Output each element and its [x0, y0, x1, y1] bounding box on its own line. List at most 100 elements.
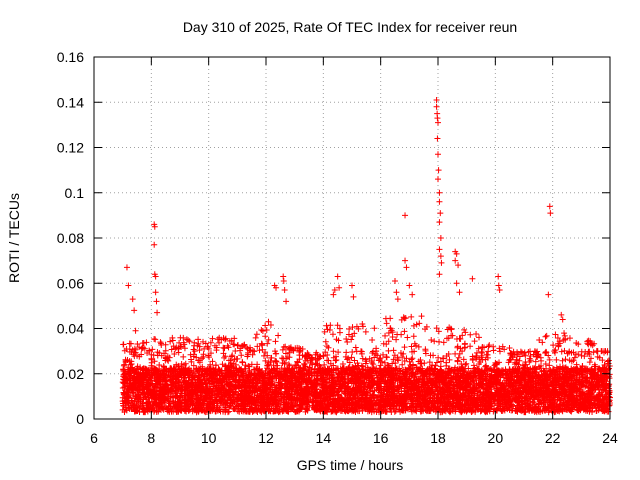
data-point	[151, 358, 158, 365]
data-point	[179, 368, 186, 375]
data-point	[161, 394, 168, 401]
data-point	[148, 355, 155, 362]
data-point	[199, 407, 206, 414]
data-point	[180, 353, 187, 360]
data-point	[195, 395, 202, 402]
data-point	[196, 347, 203, 354]
data-point	[143, 339, 150, 346]
data-point	[189, 376, 196, 383]
data-point	[199, 384, 206, 391]
data-point	[169, 372, 176, 379]
data-point	[164, 356, 171, 363]
data-point	[202, 340, 209, 347]
data-point	[128, 358, 135, 365]
data-point	[120, 371, 127, 378]
data-point	[148, 395, 155, 402]
data-point	[135, 403, 142, 410]
data-point	[174, 408, 181, 415]
data-point	[139, 400, 146, 407]
data-point	[168, 346, 175, 353]
data-point	[163, 378, 170, 385]
data-point	[149, 346, 156, 353]
data-point	[149, 381, 156, 388]
data-point	[151, 388, 158, 395]
data-point	[178, 343, 185, 350]
data-point	[191, 382, 198, 389]
data-point	[125, 400, 132, 407]
data-point	[136, 353, 143, 360]
data-point	[196, 359, 203, 366]
data-point	[158, 340, 165, 347]
data-point	[191, 407, 198, 414]
data-point	[143, 370, 150, 377]
data-point	[163, 365, 170, 372]
data-points	[119, 96, 613, 416]
data-point	[137, 395, 144, 402]
data-point	[185, 406, 192, 413]
data-point	[160, 367, 167, 374]
data-point	[181, 372, 188, 379]
data-point	[150, 365, 157, 372]
data-point	[136, 391, 143, 398]
data-point	[153, 384, 160, 391]
data-point	[148, 391, 155, 398]
data-point	[124, 377, 131, 384]
data-point	[148, 369, 155, 376]
data-point	[119, 406, 126, 413]
data-point	[132, 408, 139, 415]
data-point	[144, 399, 151, 406]
data-point	[195, 336, 202, 343]
data-point	[207, 350, 214, 357]
chart-title: Day 310 of 2025, Rate Of TEC Index for r…	[183, 19, 517, 35]
data-point	[181, 392, 188, 399]
data-point	[122, 356, 129, 363]
data-point	[190, 353, 197, 360]
data-point	[172, 366, 179, 373]
data-point	[195, 404, 202, 411]
data-point	[200, 351, 207, 358]
data-point	[119, 379, 126, 386]
data-point	[179, 384, 186, 391]
data-point	[165, 390, 172, 397]
data-point	[168, 386, 175, 393]
data-point	[130, 390, 137, 397]
data-point	[121, 347, 128, 354]
data-point	[177, 399, 184, 406]
data-point	[160, 376, 167, 383]
data-point	[150, 402, 157, 409]
data-point	[131, 375, 138, 382]
data-point	[141, 409, 148, 416]
data-point	[120, 341, 127, 348]
data-point	[160, 396, 167, 403]
data-point	[138, 345, 145, 352]
data-point	[164, 372, 171, 379]
data-point	[191, 386, 198, 393]
data-point	[199, 400, 206, 407]
data-point	[139, 379, 146, 386]
data-point	[153, 408, 160, 415]
data-point	[152, 336, 159, 343]
data-point	[198, 392, 205, 399]
data-point	[139, 386, 146, 393]
data-point	[179, 378, 186, 385]
data-point	[178, 407, 185, 414]
data-point	[157, 387, 164, 394]
data-point	[162, 383, 169, 390]
data-point	[124, 389, 131, 396]
data-point	[119, 398, 126, 405]
data-point	[191, 342, 198, 349]
data-point	[129, 365, 136, 372]
data-point	[124, 370, 131, 377]
data-point	[148, 362, 155, 369]
data-point	[185, 379, 192, 386]
data-point	[151, 374, 158, 381]
data-point	[134, 340, 141, 347]
data-point	[189, 402, 196, 409]
data-point	[181, 403, 188, 410]
data-point	[202, 367, 209, 374]
data-point	[154, 401, 161, 408]
data-point	[132, 349, 139, 356]
data-point	[153, 369, 160, 376]
data-point	[187, 367, 194, 374]
